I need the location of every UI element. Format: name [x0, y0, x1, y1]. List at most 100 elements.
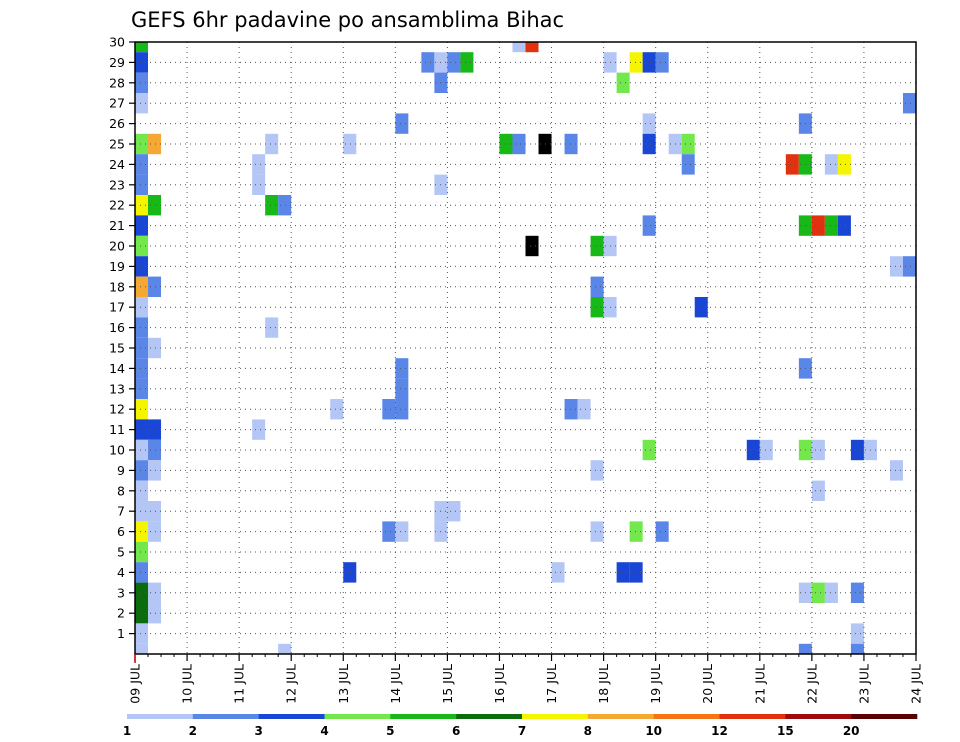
colorbar-segment	[456, 714, 523, 719]
heat-cell	[135, 439, 149, 461]
y-tick-label: 6	[117, 524, 125, 539]
heat-cell	[148, 501, 162, 522]
y-tick-labels: 1234567891011121314151617181920212223242…	[109, 35, 125, 642]
x-tick-label: 15 JUL	[440, 664, 455, 704]
heat-cell	[551, 562, 565, 583]
heat-cell	[135, 256, 149, 277]
grid-layer	[135, 42, 916, 654]
heat-cell	[135, 317, 149, 338]
heat-cell	[629, 52, 643, 73]
colorbar-label: 3	[254, 724, 262, 738]
heat-cell	[135, 154, 149, 175]
heat-cell	[148, 521, 162, 542]
colorbar-label: 1	[123, 724, 131, 738]
colorbar-segment	[258, 714, 325, 719]
colorbar-label: 8	[584, 724, 592, 738]
heat-cell	[135, 195, 149, 216]
heat-cell	[629, 562, 643, 583]
heat-cell	[135, 133, 149, 155]
heat-cell	[655, 52, 669, 73]
y-tick-label: 20	[109, 239, 125, 254]
heat-cell	[148, 133, 162, 155]
heat-cell	[135, 378, 149, 399]
heat-cell	[135, 72, 149, 93]
heat-cell	[135, 297, 149, 318]
heat-cell	[382, 399, 396, 420]
y-tick-label: 3	[117, 585, 125, 600]
colorbar-label: 5	[386, 724, 394, 738]
chart-title: GEFS 6hr padavine po ansamblima Bihac	[131, 8, 564, 32]
y-tick-label: 8	[117, 483, 125, 498]
y-tick-label: 1	[117, 626, 125, 641]
heat-cell	[512, 133, 526, 155]
heat-cell	[590, 521, 604, 542]
y-tick-label: 18	[109, 279, 125, 294]
cells-layer	[135, 42, 916, 654]
heat-cell	[681, 133, 695, 155]
heat-cell	[135, 643, 149, 654]
heat-cell	[252, 174, 266, 195]
y-tick-label: 5	[117, 545, 125, 560]
heat-cell	[590, 235, 604, 257]
heat-cell	[564, 133, 578, 155]
x-tick-label: 20 JUL	[700, 664, 715, 704]
y-tick-label: 30	[109, 35, 125, 50]
heat-cell	[343, 562, 357, 583]
heat-cell	[148, 419, 162, 440]
heat-cell	[642, 133, 656, 155]
heat-cell	[421, 52, 435, 73]
heat-cell	[746, 439, 760, 461]
colorbar-segment	[719, 714, 786, 719]
heat-cell	[837, 215, 851, 236]
heat-cell	[525, 235, 539, 257]
x-tick-label: 21 JUL	[752, 664, 767, 704]
heat-cell	[655, 521, 669, 542]
heat-cell	[148, 195, 162, 216]
heat-cell	[694, 297, 708, 318]
y-tick-label: 22	[109, 198, 125, 213]
heat-cell	[135, 276, 149, 297]
x-tick-label: 17 JUL	[544, 664, 559, 704]
colorbar-label: 4	[320, 724, 328, 738]
axes-layer	[129, 41, 917, 663]
heat-cell	[135, 52, 149, 73]
heat-cell	[642, 113, 656, 134]
heat-cell	[811, 439, 825, 461]
heat-cell	[135, 460, 149, 481]
heat-cell	[577, 399, 591, 420]
y-tick-label: 11	[109, 422, 125, 437]
heat-cell	[902, 256, 916, 277]
y-tick-label: 25	[109, 137, 125, 152]
heat-cell	[382, 521, 396, 542]
y-tick-label: 26	[109, 116, 125, 131]
y-tick-label: 2	[117, 606, 125, 621]
heat-cell	[525, 42, 539, 53]
y-tick-label: 28	[109, 75, 125, 90]
heat-cell	[590, 460, 604, 481]
heat-cell	[135, 93, 149, 114]
heat-cell	[278, 195, 292, 216]
heat-cell	[252, 154, 266, 175]
y-tick-label: 15	[109, 341, 125, 356]
heat-cell	[265, 133, 279, 155]
heat-cell	[512, 42, 526, 53]
colorbar: 1 2 3 4 5 6 7 8 10 12 15 20	[123, 714, 918, 738]
heat-cell	[889, 460, 903, 481]
colorbar-segment	[522, 714, 589, 719]
heat-cell	[135, 399, 149, 420]
heat-cell	[135, 501, 149, 522]
y-tick-label: 21	[109, 218, 125, 233]
heat-cell	[395, 399, 409, 420]
heat-cell	[278, 643, 292, 654]
heat-cell	[395, 521, 409, 542]
heat-cell	[135, 174, 149, 195]
heat-cell	[616, 72, 630, 93]
colorbar-label: 2	[189, 724, 197, 738]
y-tick-label: 23	[109, 177, 125, 192]
heat-cell	[902, 93, 916, 114]
heat-cell	[135, 419, 149, 440]
x-tick-label: 11 JUL	[232, 664, 247, 704]
colorbar-segment	[390, 714, 457, 719]
x-tick-label: 13 JUL	[336, 664, 351, 704]
